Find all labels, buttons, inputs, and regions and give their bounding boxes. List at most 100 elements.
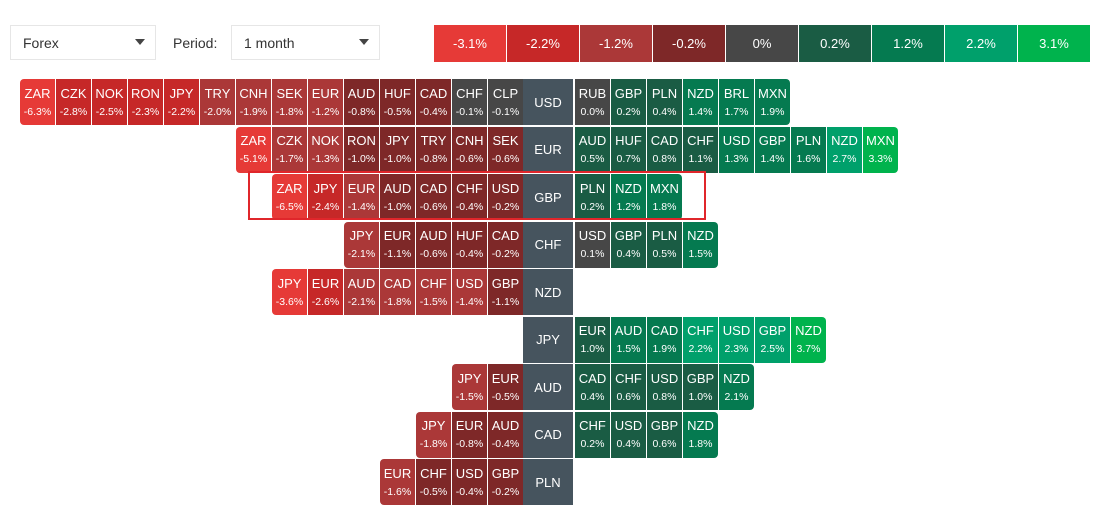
currency-tile[interactable]: GBP 0.4% [611, 221, 646, 268]
currency-tile[interactable]: USD 2.3% [719, 316, 754, 363]
currency-tile[interactable]: USD -0.4% [452, 459, 487, 505]
currency-tile[interactable]: RON -1.0% [344, 126, 379, 173]
currency-tile[interactable]: EUR -1.1% [380, 221, 415, 268]
currency-tile[interactable]: HUF -0.4% [452, 221, 487, 268]
currency-tile[interactable]: JPY -2.1% [344, 221, 379, 268]
currency-tile[interactable]: TRY -0.8% [416, 126, 451, 173]
currency-tile[interactable]: CAD -0.6% [416, 174, 451, 220]
currency-tile[interactable]: CZK -1.7% [272, 126, 307, 173]
currency-tile[interactable]: EUR -1.4% [344, 174, 379, 220]
currency-tile[interactable]: SEK -0.6% [488, 126, 523, 173]
currency-tile[interactable]: JPY -1.5% [452, 364, 487, 410]
currency-tile[interactable]: JPY -1.0% [380, 126, 415, 173]
currency-tile[interactable]: CHF 0.2% [575, 411, 610, 458]
currency-tile[interactable]: NOK -2.5% [92, 79, 127, 125]
currency-tile[interactable]: AUD -0.6% [416, 221, 451, 268]
base-currency[interactable]: JPY [523, 316, 573, 363]
currency-tile[interactable]: GBP 0.2% [611, 79, 646, 125]
currency-tile[interactable]: CHF 2.2% [683, 316, 718, 363]
currency-tile[interactable]: USD 0.1% [575, 221, 610, 268]
currency-tile[interactable]: ZAR -6.3% [20, 79, 55, 125]
currency-tile[interactable]: AUD -0.8% [344, 79, 379, 125]
currency-tile[interactable]: GBP -1.1% [488, 269, 523, 315]
market-select[interactable]: Forex [10, 25, 156, 60]
currency-tile[interactable]: AUD -2.1% [344, 269, 379, 315]
currency-tile[interactable]: NOK -1.3% [308, 126, 343, 173]
tile-symbol: CLP [492, 85, 519, 101]
currency-tile[interactable]: CHF -0.1% [452, 79, 487, 125]
period-select[interactable]: 1 month [231, 25, 380, 60]
currency-tile[interactable]: NZD 1.4% [683, 79, 718, 125]
currency-tile[interactable]: CAD 0.8% [647, 126, 682, 173]
currency-tile[interactable]: CHF 1.1% [683, 126, 718, 173]
currency-tile[interactable]: EUR -0.5% [488, 364, 523, 410]
currency-tile[interactable]: PLN 0.2% [575, 174, 610, 220]
currency-tile[interactable]: RON -2.3% [128, 79, 163, 125]
currency-tile[interactable]: EUR -1.6% [380, 459, 415, 505]
currency-tile[interactable]: NZD 2.7% [827, 126, 862, 173]
base-currency[interactable]: NZD [523, 269, 573, 315]
currency-tile[interactable]: BRL 1.7% [719, 79, 754, 125]
currency-tile[interactable]: EUR -2.6% [308, 269, 343, 315]
currency-tile[interactable]: MXN 1.9% [755, 79, 790, 125]
currency-tile[interactable]: NZD 1.8% [683, 411, 718, 458]
currency-tile[interactable]: AUD -1.0% [380, 174, 415, 220]
currency-tile[interactable]: HUF -0.5% [380, 79, 415, 125]
currency-tile[interactable]: CAD 1.9% [647, 316, 682, 363]
currency-tile[interactable]: CAD -0.2% [488, 221, 523, 268]
currency-tile[interactable]: GBP 1.4% [755, 126, 790, 173]
currency-tile[interactable]: EUR 1.0% [575, 316, 610, 363]
currency-tile[interactable]: TRY -2.0% [200, 79, 235, 125]
currency-tile[interactable]: AUD 1.5% [611, 316, 646, 363]
currency-tile[interactable]: EUR -0.8% [452, 411, 487, 458]
currency-tile[interactable]: AUD 0.5% [575, 126, 610, 173]
currency-tile[interactable]: USD -1.4% [452, 269, 487, 315]
currency-tile[interactable]: PLN 1.6% [791, 126, 826, 173]
currency-tile[interactable]: CHF -1.5% [416, 269, 451, 315]
currency-tile[interactable]: CHF -0.5% [416, 459, 451, 505]
base-currency[interactable]: CHF [523, 221, 573, 268]
currency-tile[interactable]: HUF 0.7% [611, 126, 646, 173]
currency-tile[interactable]: NZD 3.7% [791, 316, 826, 363]
currency-tile[interactable]: AUD -0.4% [488, 411, 523, 458]
currency-tile[interactable]: CHF 0.6% [611, 364, 646, 410]
currency-tile[interactable]: CNH -1.9% [236, 79, 271, 125]
currency-tile[interactable]: GBP 0.6% [647, 411, 682, 458]
currency-tile[interactable]: JPY -2.2% [164, 79, 199, 125]
currency-tile[interactable]: CAD 0.4% [575, 364, 610, 410]
currency-tile[interactable]: EUR -1.2% [308, 79, 343, 125]
currency-tile[interactable]: GBP 2.5% [755, 316, 790, 363]
currency-tile[interactable]: NZD 1.5% [683, 221, 718, 268]
currency-tile[interactable]: ZAR -5.1% [236, 126, 271, 173]
currency-tile[interactable]: GBP 1.0% [683, 364, 718, 410]
currency-tile[interactable]: CAD -0.4% [416, 79, 451, 125]
currency-tile[interactable]: SEK -1.8% [272, 79, 307, 125]
currency-tile[interactable]: USD -0.2% [488, 174, 523, 220]
currency-tile[interactable]: USD 0.8% [647, 364, 682, 410]
currency-tile[interactable]: NZD 1.2% [611, 174, 646, 220]
currency-tile[interactable]: MXN 1.8% [647, 174, 682, 220]
currency-tile[interactable]: JPY -1.8% [416, 411, 451, 458]
base-currency[interactable]: GBP [523, 174, 573, 220]
currency-tile[interactable]: PLN 0.4% [647, 79, 682, 125]
base-currency[interactable]: EUR [523, 126, 573, 173]
currency-tile[interactable]: CLP -0.1% [488, 79, 523, 125]
base-currency[interactable]: USD [523, 79, 573, 125]
currency-tile[interactable]: NZD 2.1% [719, 364, 754, 410]
base-currency[interactable]: AUD [523, 364, 573, 410]
currency-tile[interactable]: USD 0.4% [611, 411, 646, 458]
currency-tile[interactable]: MXN 3.3% [863, 126, 898, 173]
currency-tile[interactable]: GBP -0.2% [488, 459, 523, 505]
currency-tile[interactable]: JPY -2.4% [308, 174, 343, 220]
currency-tile[interactable]: USD 1.3% [719, 126, 754, 173]
currency-tile[interactable]: CHF -0.4% [452, 174, 487, 220]
base-currency[interactable]: PLN [523, 459, 573, 505]
currency-tile[interactable]: CZK -2.8% [56, 79, 91, 125]
base-currency[interactable]: CAD [523, 411, 573, 458]
currency-tile[interactable]: CNH -0.6% [452, 126, 487, 173]
currency-tile[interactable]: RUB 0.0% [575, 79, 610, 125]
currency-tile[interactable]: CAD -1.8% [380, 269, 415, 315]
currency-tile[interactable]: JPY -3.6% [272, 269, 307, 315]
currency-tile[interactable]: PLN 0.5% [647, 221, 682, 268]
currency-tile[interactable]: ZAR -6.5% [272, 174, 307, 220]
